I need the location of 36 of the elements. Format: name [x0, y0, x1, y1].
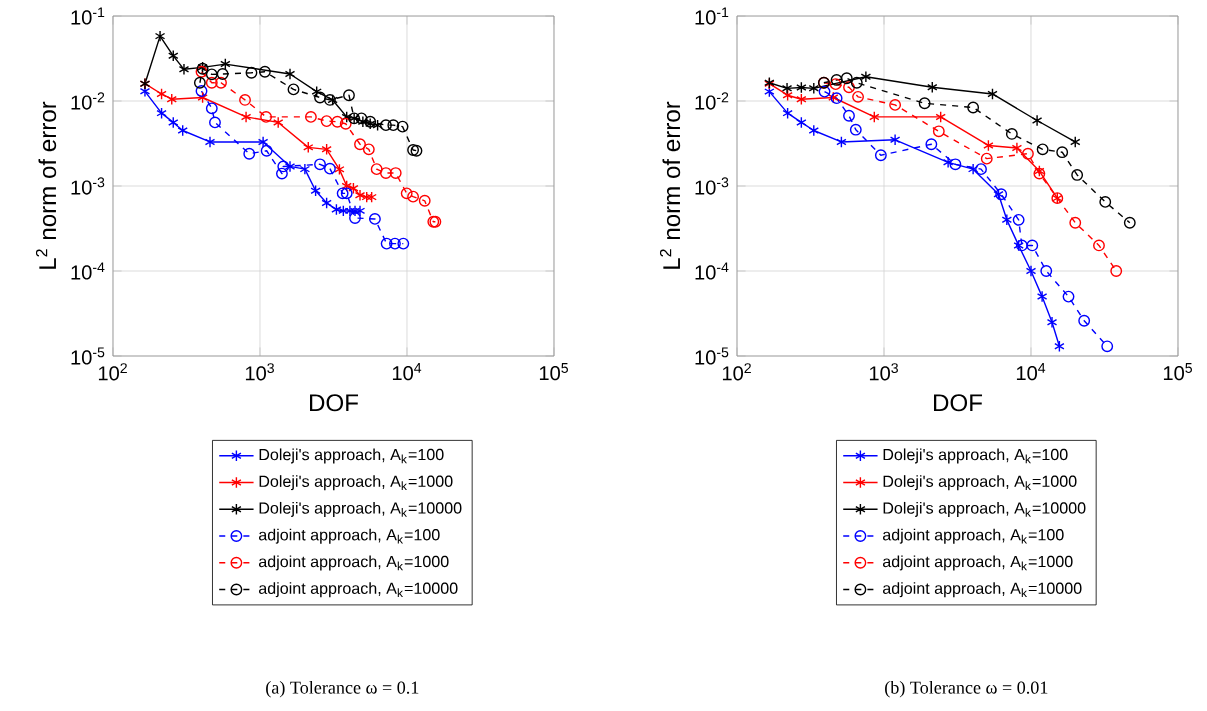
x-tick-label: 10$^{5}$: [1163, 363, 1192, 381]
legend-label: adjoint approach, A$_{k}$=1000: [882, 555, 1073, 571]
x-axis-title: DOF: [934, 394, 983, 412]
y-tick-label: 10$^{-5}$: [695, 347, 729, 365]
legend-label: adjoint approach, A$_{k}$=1000: [258, 555, 449, 571]
y-tick-label: 10$^{-4}$: [71, 262, 105, 280]
x-axis-title: DOF: [310, 394, 359, 412]
legend-label: adjoint approach, A$_{k}$=100: [882, 528, 1064, 544]
x-tick-label: 10$^{2}$: [722, 363, 751, 381]
legend-label: Doleji's approach, A$_{k}$=1000: [883, 475, 1077, 491]
y-tick-label: 10$^{-1}$: [71, 7, 105, 25]
legend-label: Doleji's approach, A$_{k}$=10000: [259, 501, 462, 517]
y-tick-label: 10$^{-5}$: [71, 347, 105, 365]
x-tick-label: 10$^{4}$: [1016, 363, 1046, 381]
x-tick-label: 10$^{5}$: [539, 363, 568, 381]
legend-label: Doleji's approach, A$_{k}$=10000: [883, 501, 1086, 517]
x-tick-label: 10$^{3}$: [245, 363, 274, 381]
y-tick-label: 10$^{-1}$: [695, 7, 729, 25]
legend-label: adjoint approach, A$_{k}$=100: [258, 528, 440, 544]
y-tick-label: 10$^{-3}$: [71, 177, 105, 195]
y-tick-label: 10$^{-4}$: [695, 262, 729, 280]
y-tick-label: 10$^{-3}$: [695, 177, 729, 195]
y-tick-label: 10$^{-2}$: [71, 92, 105, 110]
x-tick-label: 10$^{3}$: [869, 363, 898, 381]
x-tick-label: 10$^{2}$: [98, 363, 127, 381]
legend-label: adjoint approach, A$_{k}$=10000: [258, 582, 458, 598]
legend-label: Doleji's approach, A$_{k}$=1000: [259, 475, 453, 491]
text: (a) Tolerance ω = 0.1: [266, 680, 419, 698]
y-axis-title: L$^{2}$ norm of error: [35, 101, 57, 269]
y-tick-label: 10$^{-2}$: [695, 92, 729, 110]
text: (b) Tolerance ω = 0.01: [885, 680, 1048, 698]
x-tick-label: 10$^{4}$: [392, 363, 422, 381]
y-axis-title: L$^{2}$ norm of error: [659, 101, 681, 269]
legend-label: Doleji's approach, A$_{k}$=100: [883, 448, 1068, 464]
legend-label: adjoint approach, A$_{k}$=10000: [882, 582, 1082, 598]
legend-label: Doleji's approach, A$_{k}$=100: [259, 448, 444, 464]
